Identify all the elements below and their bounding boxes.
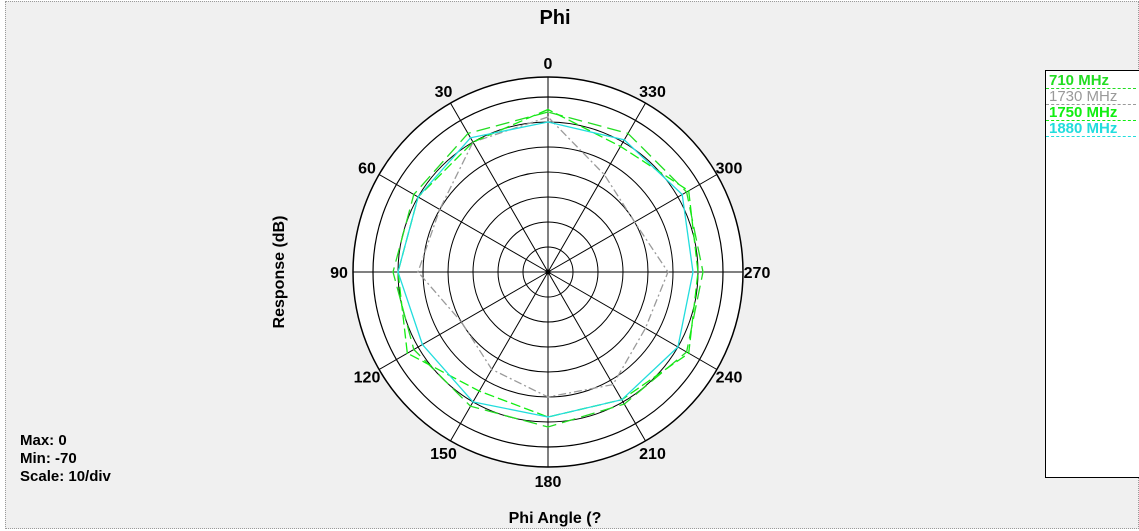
legend-line <box>1046 104 1136 105</box>
y-axis-label: Response (dB) <box>271 216 288 329</box>
legend-item: 710 MHz <box>1049 72 1110 89</box>
legend-line <box>1046 120 1136 121</box>
stats-panel: Max: 0 Min: -70 Scale: 10/div <box>20 432 111 486</box>
data-point <box>421 343 424 346</box>
data-point <box>547 416 549 418</box>
data-point <box>677 346 679 348</box>
grid-spoke <box>450 271 549 442</box>
angle-label: 150 <box>430 446 457 463</box>
center-point <box>545 269 551 275</box>
data-point <box>685 351 688 353</box>
angle-label: 120 <box>354 370 381 387</box>
min-value: Min: -70 <box>20 450 77 467</box>
angle-label: 270 <box>744 265 771 282</box>
grid-spoke <box>547 102 646 273</box>
data-point <box>547 111 549 113</box>
data-point <box>417 271 419 273</box>
angle-label: 330 <box>639 84 666 101</box>
angle-label: 0 <box>544 56 553 73</box>
angle-label: 240 <box>716 370 743 387</box>
data-point <box>413 348 415 351</box>
scale-value: Scale: 10/div <box>20 468 111 485</box>
data-point <box>467 132 469 135</box>
data-point <box>612 383 614 386</box>
grid-spoke <box>450 102 549 273</box>
data-point <box>406 352 409 355</box>
legend-item: 1730 MHz <box>1049 88 1118 105</box>
data-point <box>417 196 419 198</box>
data-point <box>623 139 626 141</box>
data-point <box>644 327 647 330</box>
data-point <box>547 426 549 428</box>
data-point <box>413 193 415 196</box>
angle-label: 180 <box>535 474 562 491</box>
max-value: Max: 0 <box>20 432 67 449</box>
data-point <box>438 208 441 211</box>
x-axis-label: Phi Angle (? <box>509 510 602 527</box>
data-point <box>472 401 474 403</box>
data-point <box>460 321 463 323</box>
polar-grid <box>352 76 744 468</box>
data-point <box>685 191 688 193</box>
angle-label: 300 <box>716 161 743 178</box>
grid-spoke <box>547 271 646 442</box>
angle-label: 210 <box>639 446 666 463</box>
data-point <box>547 121 549 123</box>
data-point <box>692 271 694 273</box>
data-point <box>687 190 690 192</box>
legend: 710 MHz 1730 MHz 1750 MHz 1880 MHz <box>1045 70 1139 478</box>
angle-label: 30 <box>435 84 453 101</box>
angle-label: 90 <box>330 265 348 282</box>
data-point <box>547 108 549 111</box>
data-point <box>627 132 629 135</box>
legend-line <box>1046 136 1136 137</box>
grid-spoke <box>378 174 549 273</box>
data-point <box>633 221 636 223</box>
data-point <box>667 271 669 273</box>
series-1880-mhz <box>397 121 694 418</box>
data-point <box>547 396 549 398</box>
data-point <box>397 271 399 273</box>
angle-label: 60 <box>358 161 376 178</box>
data-point <box>621 398 623 401</box>
data-point <box>478 390 481 392</box>
data-point <box>472 141 474 143</box>
series-710-mhz <box>392 111 704 428</box>
data-point <box>623 403 626 405</box>
data-point <box>392 271 394 273</box>
data-point <box>547 116 549 118</box>
series-layer <box>392 108 704 428</box>
legend-item: 1880 MHz <box>1049 120 1118 137</box>
data-point <box>697 271 699 273</box>
data-point <box>687 352 690 355</box>
data-point <box>603 173 606 176</box>
data-point <box>702 271 704 273</box>
data-point <box>469 137 472 139</box>
data-point <box>619 145 622 148</box>
data-point <box>681 193 683 196</box>
chart-title: Phi <box>539 7 570 29</box>
legend-item: 1750 MHz <box>1049 104 1118 121</box>
data-point <box>491 368 493 371</box>
legend-line <box>1046 88 1136 89</box>
angle-labels: 0 30 60 90 120 150 180 210 240 270 300 330 <box>330 56 770 491</box>
data-point <box>469 405 472 408</box>
